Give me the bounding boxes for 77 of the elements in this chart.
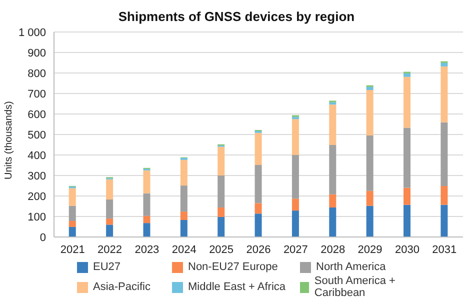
bar	[106, 218, 114, 225]
x-tick-label: 2031	[432, 244, 457, 256]
bar	[440, 62, 448, 66]
chart-title: Shipments of GNSS devices by region	[117, 9, 356, 24]
x-tick-label: 2024	[172, 244, 196, 256]
bar	[106, 199, 114, 219]
bar	[68, 206, 76, 222]
bar	[180, 212, 188, 220]
y-tick-label: 700	[28, 88, 46, 100]
bar	[366, 90, 374, 136]
x-tick-label: 2029	[358, 244, 382, 256]
bar	[292, 210, 299, 237]
x-tick-label: 2022	[98, 244, 122, 256]
y-tick-label: 900	[28, 47, 46, 60]
bar	[68, 226, 76, 237]
x-tick-label: 2027	[283, 244, 308, 256]
y-tick-label: 300	[28, 170, 46, 182]
bar	[292, 119, 299, 155]
y-tick-label: 100	[28, 211, 46, 224]
bar	[366, 190, 374, 206]
bar	[106, 224, 114, 237]
x-tick-label: 2028	[320, 244, 346, 256]
bar	[440, 186, 448, 205]
bar	[143, 170, 150, 194]
x-tick-label: 2025	[209, 244, 234, 256]
bar	[180, 186, 188, 212]
x-tick-label: 2023	[134, 244, 160, 256]
bar	[329, 144, 336, 194]
bar	[292, 198, 299, 211]
bar	[404, 188, 411, 205]
bar	[218, 207, 225, 217]
bar	[292, 155, 299, 199]
legend-label: North America	[316, 261, 386, 273]
bar	[366, 206, 374, 237]
bar	[404, 76, 411, 128]
legend-label: South America + Caribbean	[314, 275, 396, 299]
bar	[329, 194, 336, 208]
y-tick-label: 600	[28, 108, 46, 121]
y-tick-label: 800	[28, 68, 46, 80]
bar	[180, 160, 188, 186]
bar	[68, 188, 76, 206]
bar	[143, 193, 150, 216]
bar	[440, 66, 448, 122]
y-tick-label: 0	[40, 232, 46, 244]
bar	[254, 132, 262, 166]
y-axis-title: Units (thousands)	[4, 101, 15, 180]
bar	[440, 204, 448, 237]
legend-label: Middle East + Africa	[188, 281, 286, 293]
y-tick-label: 1 000	[18, 26, 46, 39]
bar	[329, 207, 336, 237]
x-tick-label: 2021	[60, 244, 85, 256]
bar	[218, 146, 225, 176]
bar	[218, 216, 225, 237]
bar	[218, 176, 225, 208]
bar	[106, 179, 114, 200]
legend-label: Non-EU27 Europe	[188, 261, 278, 273]
legend-label: EU27	[93, 261, 121, 273]
legend-label: Asia-Pacific	[93, 281, 150, 293]
bar	[404, 128, 411, 188]
y-tick-label: 500	[28, 129, 46, 142]
bar	[329, 104, 336, 145]
bar	[366, 136, 374, 191]
bar	[404, 73, 411, 77]
x-tick-label: 2026	[246, 244, 271, 256]
bar	[254, 165, 262, 204]
y-tick-label: 400	[28, 150, 46, 162]
bar	[404, 204, 411, 237]
bar	[180, 220, 188, 237]
bar	[254, 203, 262, 214]
bar	[143, 216, 150, 224]
bar	[254, 214, 262, 237]
bar	[143, 223, 150, 237]
bar	[366, 86, 374, 90]
x-tick-label: 2030	[394, 244, 420, 256]
bar	[440, 122, 448, 186]
y-tick-label: 200	[28, 190, 46, 203]
bar	[68, 221, 76, 227]
